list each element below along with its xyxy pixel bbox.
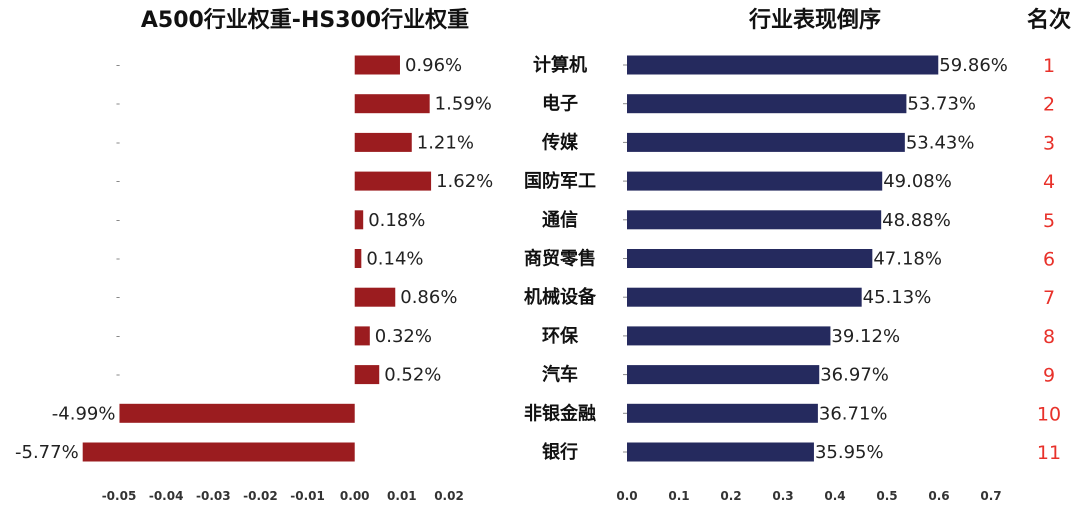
right-x-tick-label: 0.5 <box>876 489 897 503</box>
right-x-tick-label: 0.3 <box>772 489 793 503</box>
right-bar <box>627 132 905 152</box>
left-x-tick-label: -0.03 <box>196 489 231 503</box>
category-label: 电子 <box>542 93 578 115</box>
left-value-label: 0.14% <box>366 249 423 270</box>
left-placeholder-dash: - <box>116 252 120 266</box>
right-bar <box>627 442 814 462</box>
left-value-label: 0.52% <box>384 365 441 386</box>
left-x-tick-label: 0.01 <box>387 489 417 503</box>
rank-number: 9 <box>1043 365 1055 387</box>
left-placeholder-dash: - <box>116 329 120 343</box>
left-value-label: 0.18% <box>368 210 425 231</box>
left-placeholder-dash: - <box>116 368 120 382</box>
right-bar-chart: 59.86% 53.73% 53.43% 49.08% 48.88% 47.18% 45.1… <box>616 55 1008 503</box>
right-value-label: 49.08% <box>883 171 952 192</box>
right-value-label: 35.95% <box>815 442 884 463</box>
category-label: 非银金融 <box>524 402 596 424</box>
left-value-label: 1.59% <box>435 94 492 115</box>
left-x-tick-label: -0.04 <box>149 489 184 503</box>
rank-labels: 1 2 3 4 5 6 7 8 9 10 11 <box>1037 55 1061 464</box>
right-x-tick-label: 0.4 <box>824 489 845 503</box>
rank-number: 5 <box>1043 210 1055 232</box>
category-label: 国防军工 <box>524 170 596 192</box>
right-bar <box>627 94 907 114</box>
left-value-label: 1.62% <box>436 171 493 192</box>
right-x-tick-label: 0.0 <box>616 489 637 503</box>
left-placeholder-dash: - <box>116 290 120 304</box>
category-label: 传媒 <box>541 131 579 153</box>
right-bar <box>627 249 873 268</box>
right-bar <box>627 403 818 423</box>
left-value-label: 1.21% <box>417 132 474 153</box>
left-bar <box>119 403 355 423</box>
right-x-tick-label: 0.2 <box>720 489 741 503</box>
rank-column-title: 名次 <box>1027 7 1071 33</box>
rank-number: 10 <box>1037 403 1061 425</box>
right-x-tick-label: 0.6 <box>928 489 949 503</box>
left-bar <box>354 326 370 346</box>
rank-number: 6 <box>1043 249 1055 271</box>
right-value-label: 53.43% <box>906 132 975 153</box>
left-chart-title: A500行业权重-HS300行业权重 <box>141 7 469 33</box>
left-bar <box>354 132 412 152</box>
left-bar-chart: - 0.96% - 1.59% - 1.21% - 1.62% - 0.18% - 0.14% - 0.8… <box>15 55 493 503</box>
right-value-label: 48.88% <box>882 210 951 231</box>
left-bar <box>354 365 380 385</box>
left-placeholder-dash: - <box>116 174 120 188</box>
right-bar <box>627 171 883 191</box>
left-value-label: 0.96% <box>405 55 462 76</box>
category-label: 机械设备 <box>524 286 597 308</box>
left-placeholder-dash: - <box>116 213 120 227</box>
rank-number: 4 <box>1043 171 1055 193</box>
left-bar <box>82 442 355 462</box>
left-x-tick-label: -0.01 <box>290 489 325 503</box>
rank-number: 2 <box>1043 94 1055 116</box>
right-value-label: 59.86% <box>939 55 1008 76</box>
rank-number: 1 <box>1043 55 1055 77</box>
left-placeholder-dash: - <box>116 58 120 72</box>
category-label: 通信 <box>542 209 578 231</box>
right-value-label: 36.71% <box>819 403 888 424</box>
category-label: 商贸零售 <box>524 248 596 270</box>
left-bar <box>354 287 396 307</box>
right-chart-title: 行业表现倒序 <box>748 7 881 33</box>
left-value-label: 0.32% <box>375 326 432 347</box>
left-bar <box>354 94 430 114</box>
right-x-tick-label: 0.7 <box>980 489 1001 503</box>
right-value-label: 47.18% <box>873 249 942 270</box>
right-x-tick-label: 0.1 <box>668 489 689 503</box>
left-x-tick-label: 0.00 <box>340 489 370 503</box>
right-bar <box>627 326 831 346</box>
left-bar <box>354 55 400 75</box>
rank-number: 3 <box>1043 132 1055 154</box>
right-value-label: 36.97% <box>820 365 889 386</box>
category-label: 银行 <box>542 441 578 463</box>
rank-number: 7 <box>1043 287 1055 309</box>
right-bar <box>627 287 862 307</box>
right-bar <box>627 55 939 75</box>
left-value-label: -5.77% <box>15 442 79 463</box>
left-bar <box>354 249 362 268</box>
left-value-label: -4.99% <box>52 403 116 424</box>
right-bar <box>627 365 820 385</box>
category-label: 环保 <box>542 325 579 347</box>
category-label: 计算机 <box>533 54 587 76</box>
left-placeholder-dash: - <box>116 135 120 149</box>
left-bar <box>354 171 432 191</box>
left-x-tick-label: -0.02 <box>243 489 278 503</box>
left-value-label: 0.86% <box>400 287 457 308</box>
left-x-tick-label: -0.05 <box>102 489 137 503</box>
left-x-tick-label: 0.02 <box>434 489 464 503</box>
right-value-label: 39.12% <box>831 326 900 347</box>
right-value-label: 53.73% <box>907 94 976 115</box>
rank-number: 8 <box>1043 326 1055 348</box>
left-bar <box>354 210 364 230</box>
category-label: 汽车 <box>542 364 578 386</box>
right-bar <box>627 210 882 230</box>
rank-number: 11 <box>1037 442 1061 464</box>
right-value-label: 45.13% <box>863 287 932 308</box>
left-placeholder-dash: - <box>116 97 120 111</box>
